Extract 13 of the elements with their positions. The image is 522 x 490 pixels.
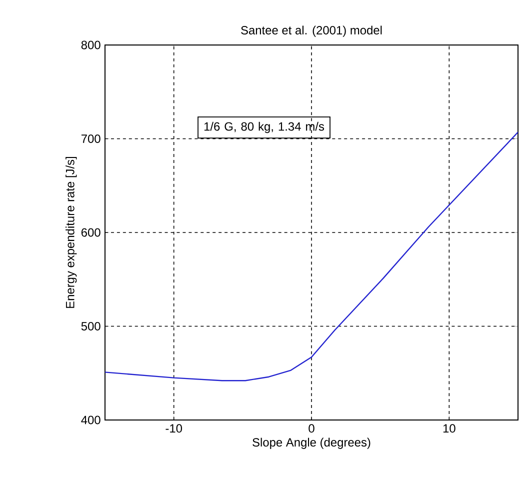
y-axis-title: Energy expenditure rate [J/s] (66, 156, 77, 308)
y-tick-label: 800 (81, 40, 100, 50)
x-tick-label: -10 (166, 424, 182, 433)
y-tick-label: 700 (81, 134, 100, 143)
x-tick-label: 10 (443, 424, 456, 433)
chart-title: Santee et al. (2001) model (241, 26, 382, 37)
y-tick-label: 500 (81, 322, 100, 330)
annotation: 1/6 G, 80 kg, 1.34 m/s (204, 122, 324, 134)
y-tick-label: 400 (81, 416, 100, 424)
x-axis-title: Slope Angle (degrees) (252, 438, 370, 449)
y-tick-label: 600 (81, 228, 100, 237)
line-series (105, 132, 518, 382)
x-tick-label: 0 (308, 424, 314, 433)
